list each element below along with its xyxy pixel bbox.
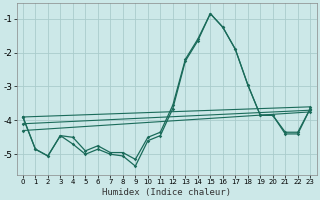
X-axis label: Humidex (Indice chaleur): Humidex (Indice chaleur)	[102, 188, 231, 197]
